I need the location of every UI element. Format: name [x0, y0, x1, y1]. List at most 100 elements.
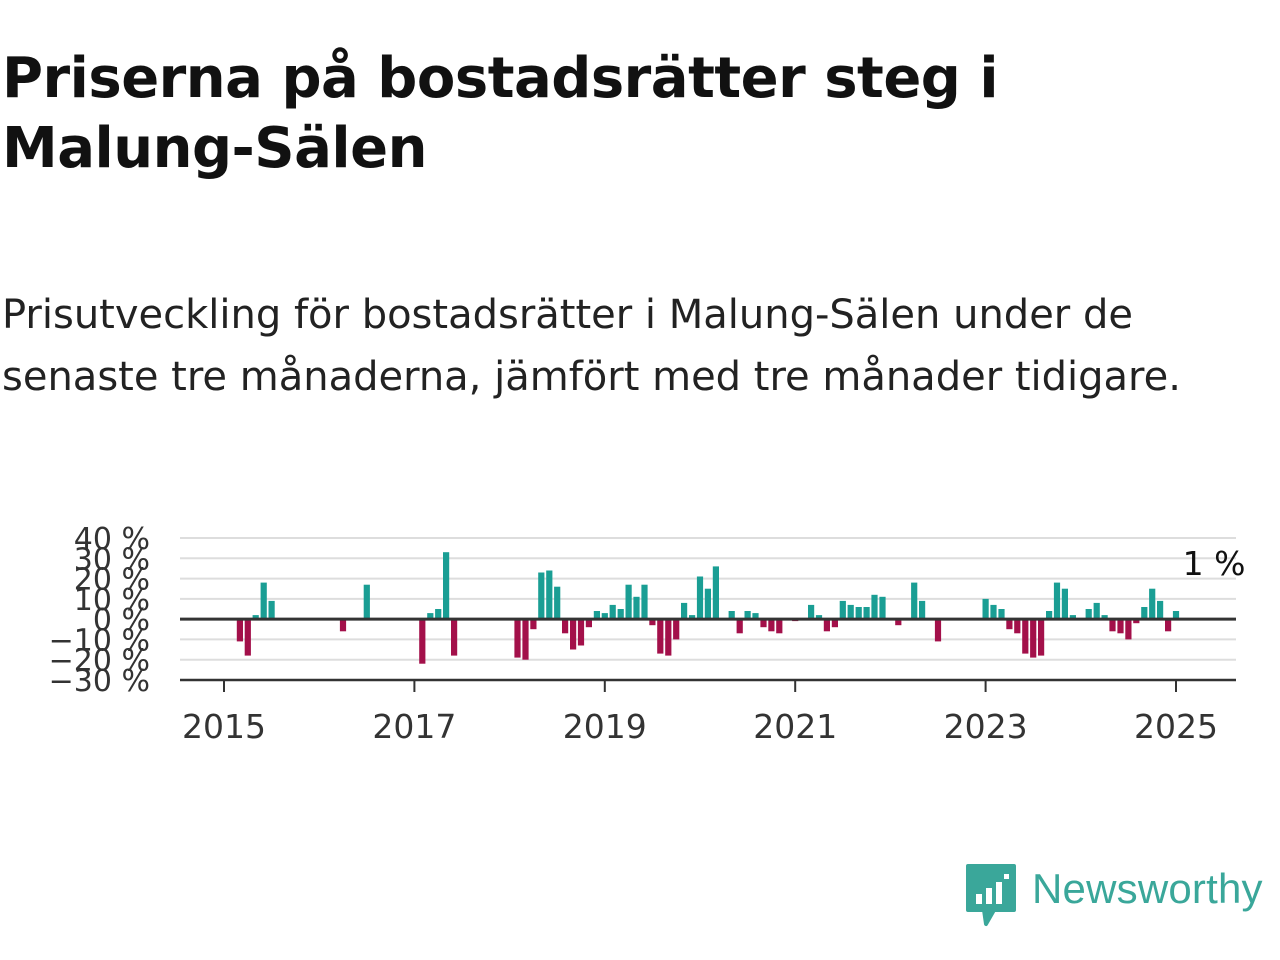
bar — [768, 619, 775, 632]
bar — [712, 566, 719, 620]
bar — [1165, 619, 1172, 632]
bar — [1046, 611, 1053, 620]
bar — [665, 619, 672, 656]
bar — [419, 619, 426, 664]
bar — [236, 619, 243, 642]
bar — [1133, 619, 1140, 624]
bar — [609, 604, 616, 620]
bar — [1125, 619, 1132, 640]
bar — [633, 596, 640, 620]
y-tick-label: 0 % — [93, 603, 150, 638]
bar — [546, 570, 553, 620]
bar — [657, 619, 664, 654]
bar — [1141, 607, 1148, 620]
bar — [847, 604, 854, 620]
x-tick-label: 2017 — [372, 707, 456, 746]
bar — [339, 619, 347, 632]
bar — [562, 619, 569, 634]
last-value-label: 1 % — [1183, 544, 1246, 583]
bar — [760, 619, 767, 628]
bar — [990, 604, 997, 620]
bar — [585, 619, 592, 628]
bar — [1117, 619, 1124, 634]
bar — [911, 582, 918, 620]
bar — [681, 602, 688, 620]
bar — [744, 611, 751, 620]
bar — [776, 619, 783, 634]
bar — [855, 607, 862, 620]
bar — [871, 594, 878, 620]
bar — [451, 619, 458, 656]
bar — [689, 615, 696, 620]
bar — [879, 596, 886, 620]
bar — [1038, 619, 1045, 656]
bar — [268, 600, 275, 620]
bar — [839, 600, 846, 620]
bar — [919, 600, 926, 620]
bar — [1101, 615, 1108, 620]
bar — [649, 619, 656, 626]
bar — [443, 552, 450, 620]
bar — [736, 619, 743, 634]
x-tick-label: 2023 — [944, 707, 1028, 746]
bar — [538, 572, 545, 620]
bar — [427, 613, 434, 620]
bar — [982, 598, 989, 620]
bar — [260, 582, 267, 620]
bar — [808, 604, 815, 620]
bar — [577, 619, 585, 646]
bar — [1014, 619, 1021, 634]
x-tick-label: 2015 — [182, 707, 266, 746]
bar — [696, 576, 704, 620]
bar — [934, 619, 942, 642]
bar — [1093, 602, 1100, 620]
bar — [1053, 582, 1061, 620]
x-tick-label: 2021 — [753, 707, 837, 746]
x-tick-label: 2025 — [1134, 707, 1218, 746]
y-tick-label: −20 % — [49, 644, 150, 679]
x-axis-ticks: 2015 2017 2019 2021 2023 2025 — [182, 680, 1218, 746]
bar — [1030, 619, 1037, 658]
bar — [1172, 611, 1180, 620]
y-tick-label: −10 % — [49, 623, 150, 658]
bar — [1085, 609, 1092, 620]
bar — [815, 615, 823, 620]
chart-title: Priserna på bostadsrätter steg i Malung-… — [2, 46, 999, 181]
bar — [363, 584, 370, 620]
bar — [601, 613, 608, 620]
brand-name: Newsworthy — [1032, 865, 1263, 912]
bar — [831, 619, 838, 628]
bar — [752, 613, 759, 620]
bar — [673, 619, 680, 640]
bar — [554, 586, 561, 620]
bar — [1069, 615, 1076, 620]
bar — [435, 609, 442, 620]
bar — [863, 607, 870, 620]
bar — [728, 611, 735, 620]
y-axis-labels: 40 %30 %20 %10 %0 %−10 %−20 %−30 % — [49, 522, 150, 699]
bar — [1061, 588, 1068, 620]
bar — [1109, 619, 1116, 632]
chart-subtitle: Prisutveckling för bostadsrätter i Malun… — [2, 292, 1181, 400]
y-tick-label: 10 % — [74, 583, 150, 618]
bar — [641, 584, 648, 620]
y-tick-label: 30 % — [74, 542, 150, 577]
bar — [704, 588, 711, 620]
bars — [236, 552, 1180, 664]
bar — [1157, 600, 1164, 620]
bar — [625, 584, 632, 620]
bar — [570, 619, 577, 650]
bar — [998, 609, 1005, 620]
newsworthy-logo-icon — [966, 864, 1016, 926]
y-tick-label: 20 % — [74, 563, 150, 598]
bar — [244, 619, 251, 656]
bar — [252, 615, 259, 620]
bar — [1006, 619, 1013, 630]
bar — [522, 619, 529, 660]
y-tick-label: 40 % — [74, 522, 150, 557]
bar — [593, 611, 600, 620]
y-tick-label: −30 % — [49, 664, 150, 699]
bar — [1022, 619, 1029, 654]
bar — [823, 619, 830, 632]
bar-chart: 40 %30 %20 %10 %0 %−10 %−20 %−30 % 2015 2… — [49, 522, 1246, 746]
